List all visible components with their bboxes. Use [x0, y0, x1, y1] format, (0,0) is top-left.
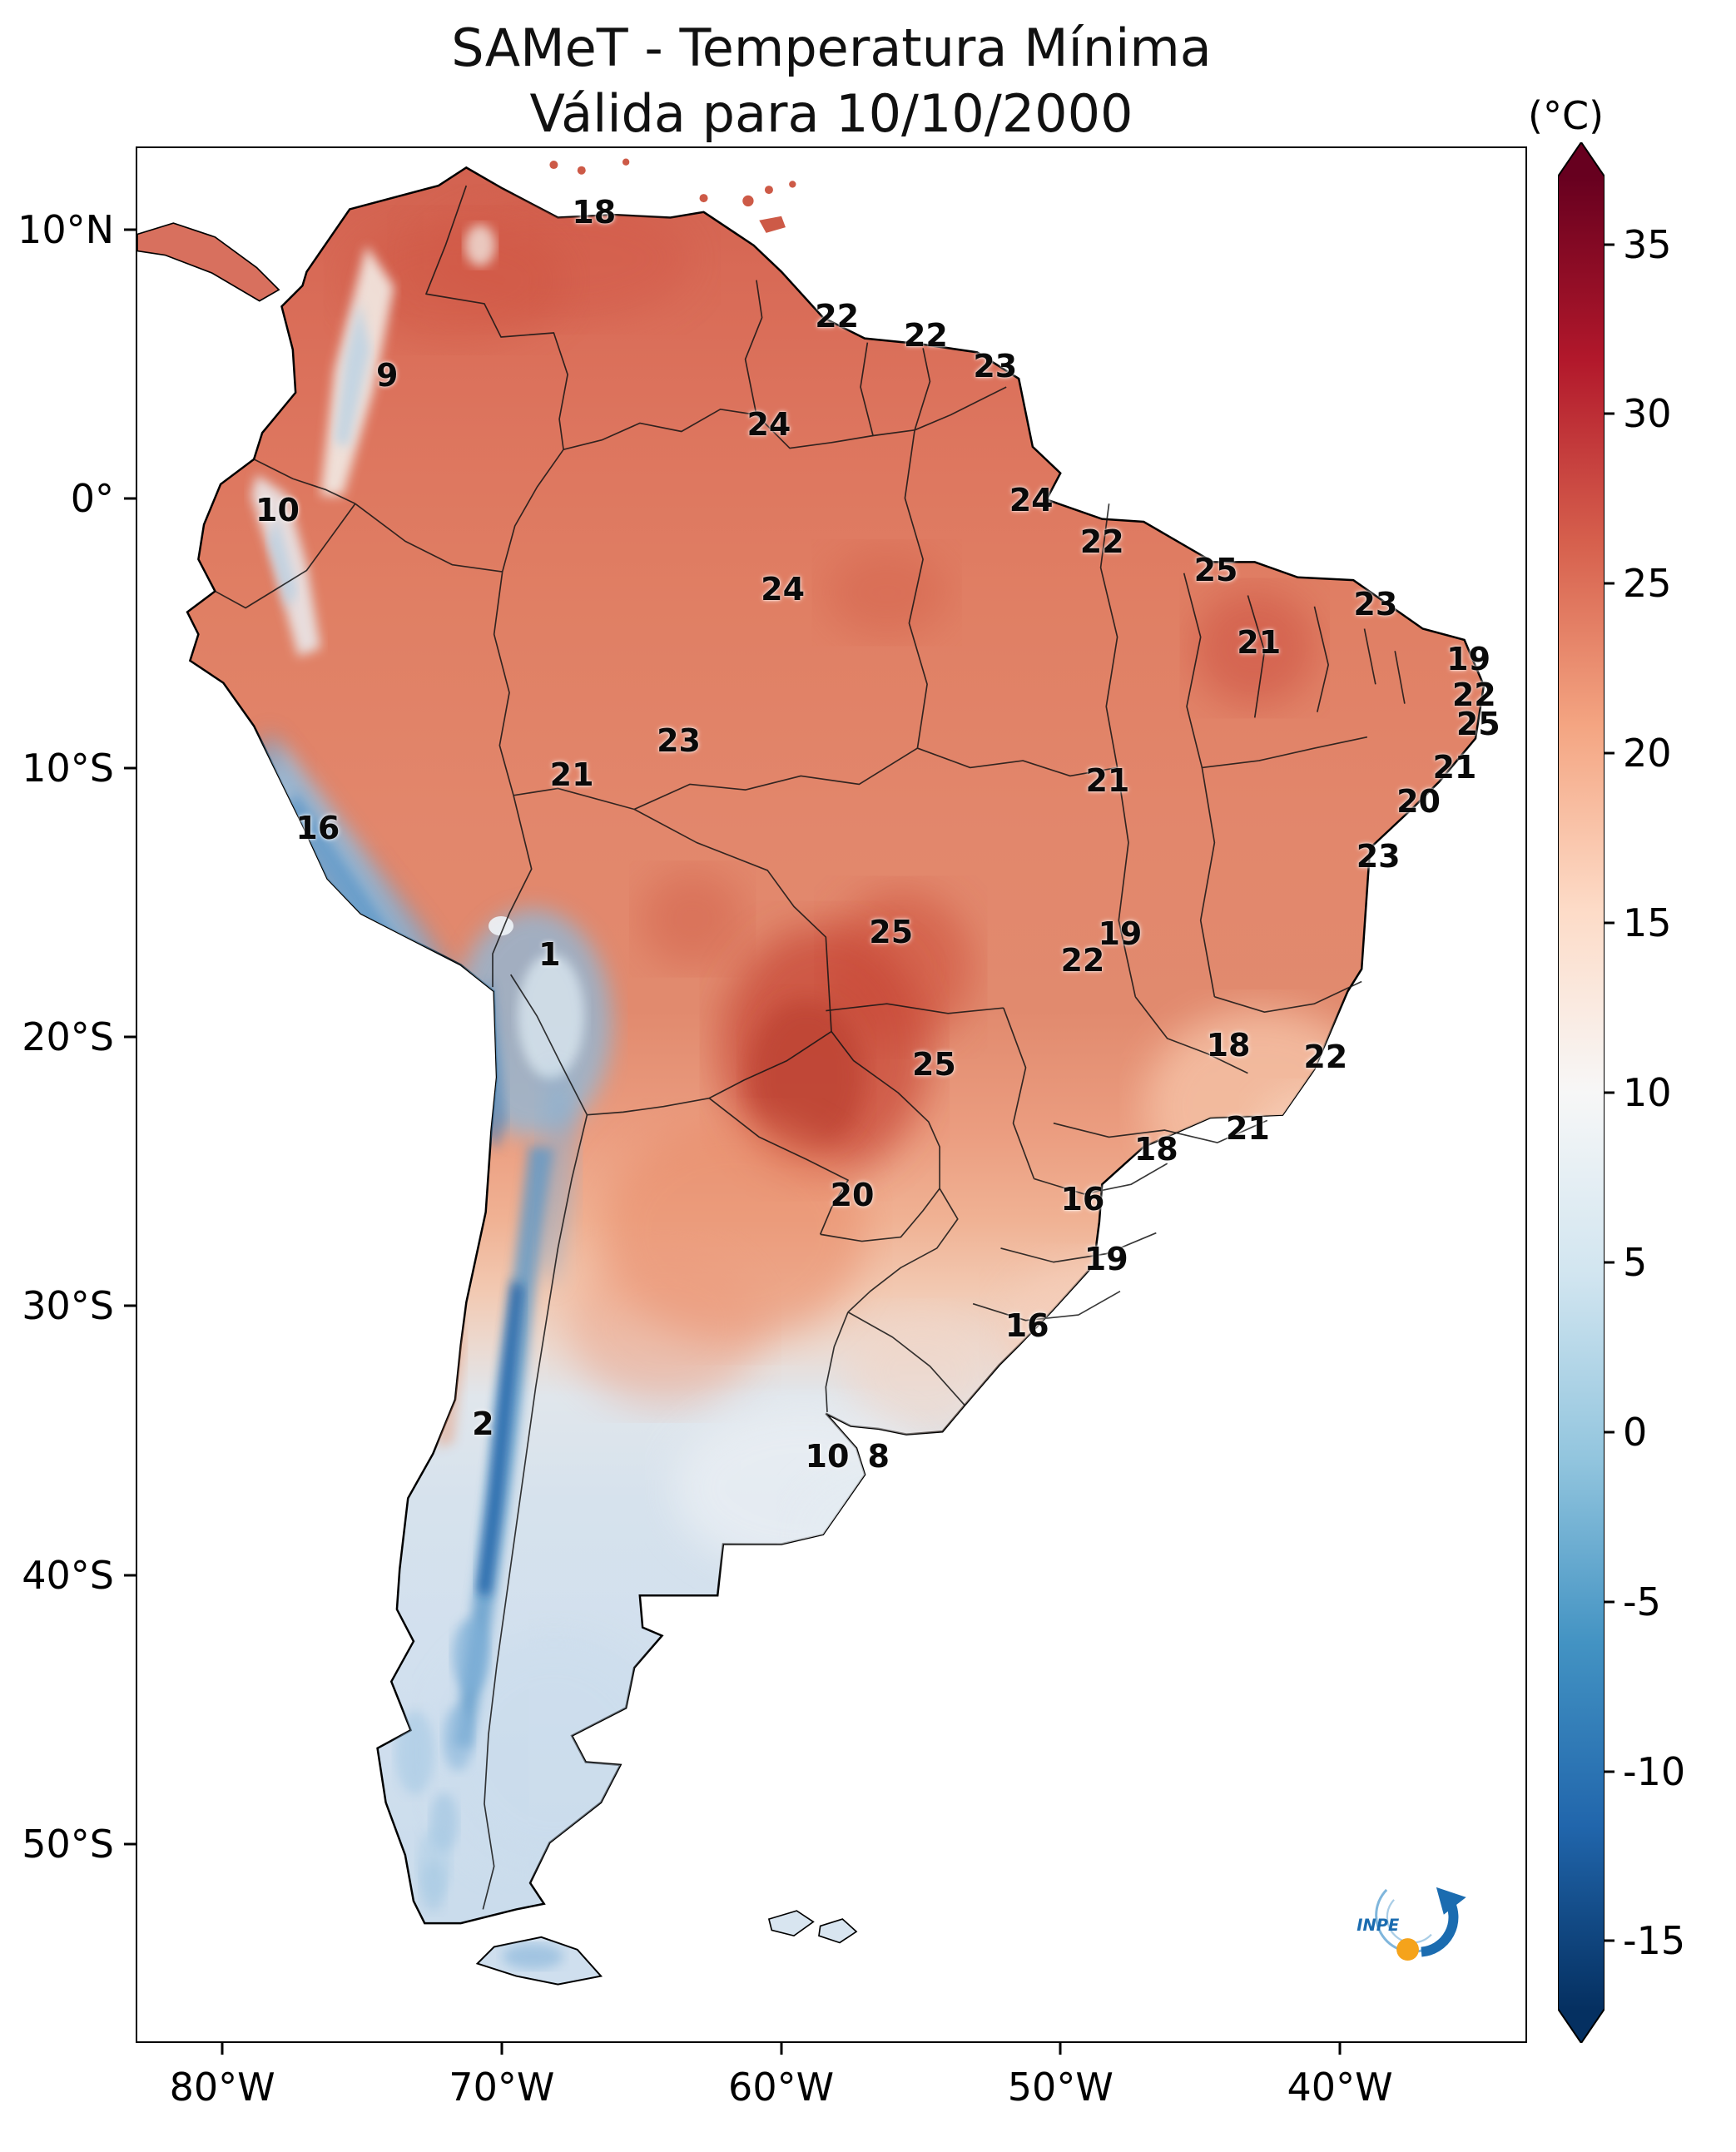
colorbar-gradient-bar [1558, 142, 1605, 2043]
inpe-logo: INPE [1357, 1887, 1466, 1961]
colorbar-tick-label: 10 [1623, 1070, 1672, 1115]
colorbar-tick-label: 15 [1623, 900, 1672, 946]
lat-tick-mark [124, 766, 136, 770]
lon-tick-label: 40°W [1287, 2065, 1393, 2110]
lat-tick-label: 10°S [22, 745, 114, 791]
colorbar-tick-mark [1605, 1600, 1614, 1604]
inpe-logo-sun [1396, 1938, 1419, 1961]
inpe-logo-orbit-inner [1386, 1899, 1432, 1944]
title-line2: Válida para 10/10/2000 [529, 83, 1133, 145]
lon-tick-label: 60°W [728, 2065, 835, 2110]
inpe-logo-text: INPE [1357, 1916, 1399, 1935]
temperature-field-shading [250, 196, 1380, 1912]
lat-tick-label: 20°S [22, 1014, 114, 1059]
panama-strip-shape [137, 222, 280, 302]
political-borders [215, 185, 1406, 1910]
lon-tick-label: 70°W [449, 2065, 555, 2110]
colorbar-tick-label: 0 [1623, 1409, 1648, 1455]
lat-tick-mark [124, 228, 136, 231]
title-line1: SAMeT - Temperatura Mínima [451, 17, 1212, 78]
colorbar: 35 30 25 20 15 10 5 0 -5 -10 -15 [1558, 142, 1736, 2043]
lat-tick-mark [124, 1842, 136, 1846]
lat-tick-label: 0° [70, 476, 114, 522]
colorbar-tick-label: -10 [1623, 1748, 1686, 1794]
colorbar-tick-mark [1605, 412, 1614, 415]
colorbar-tick-label: 20 [1623, 731, 1672, 776]
lon-tick-mark [780, 2043, 783, 2055]
lat-tick-label: 10°N [17, 207, 114, 253]
falkland-islands-shape [767, 1910, 858, 1944]
colorbar-tick-mark [1605, 921, 1614, 925]
colorbar-tick-label: -15 [1623, 1918, 1686, 1964]
lon-tick-label: 50°W [1007, 2065, 1114, 2110]
lat-axis: 10°N 0° 10°S 20°S 30°S 40°S 50°S [0, 146, 136, 2043]
map-frame: 18 22 22 23 9 24 24 10 22 25 24 23 21 19 22 25 23 21 21 21 2… [136, 146, 1527, 2043]
lat-tick-mark [124, 497, 136, 500]
colorbar-tick-label: 5 [1623, 1239, 1648, 1285]
colorbar-tick-label: 25 [1623, 561, 1672, 607]
figure-title: SAMeT - Temperatura Mínima Válida para 1… [136, 15, 1527, 147]
colorbar-tick-mark [1605, 1770, 1614, 1773]
lat-tick-label: 30°S [22, 1283, 114, 1329]
lon-tick-mark [1059, 2043, 1062, 2055]
colorbar-tick-mark [1605, 751, 1614, 755]
colorbar-tick-label: -5 [1623, 1579, 1661, 1624]
colorbar-tick-mark [1605, 243, 1614, 246]
tierra-del-fuego-shading [502, 1944, 564, 1970]
colorbar-tick-label: 35 [1623, 221, 1672, 267]
lon-tick-mark [221, 2043, 224, 2055]
lat-tick-label: 40°S [22, 1552, 114, 1598]
caribbean-islands [549, 158, 796, 233]
colorbar-tick-label: 30 [1623, 391, 1672, 437]
lat-tick-mark [124, 1574, 136, 1577]
lon-tick-mark [500, 2043, 503, 2055]
lat-tick-mark [124, 1304, 136, 1307]
colorbar-tick-mark [1605, 1261, 1614, 1264]
lon-tick-mark [1338, 2043, 1342, 2055]
colorbar-tick-mark [1605, 1431, 1614, 1434]
colorbar-unit-label: (°C) [1528, 93, 1605, 138]
lat-tick-label: 50°S [22, 1821, 114, 1867]
lon-tick-label: 80°W [169, 2065, 275, 2110]
colorbar-tick-mark [1605, 582, 1614, 585]
lon-axis: 80°W 70°W 60°W 50°W 40°W [136, 2043, 1527, 2151]
inpe-logo-arrowhead [1436, 1887, 1466, 1915]
lat-tick-mark [124, 1035, 136, 1039]
south-america-map [137, 158, 1486, 1986]
colorbar-tick-mark [1605, 1091, 1614, 1094]
colorbar-tick-mark [1605, 1939, 1614, 1942]
